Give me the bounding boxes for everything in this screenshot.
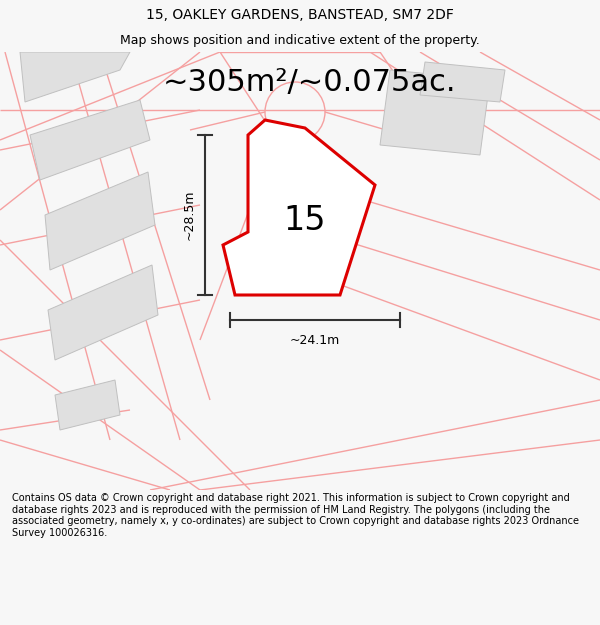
Polygon shape [420,62,505,102]
Polygon shape [380,70,490,155]
Text: Contains OS data © Crown copyright and database right 2021. This information is : Contains OS data © Crown copyright and d… [12,493,579,538]
Text: ~24.1m: ~24.1m [290,334,340,346]
Text: Map shows position and indicative extent of the property.: Map shows position and indicative extent… [120,34,480,47]
Polygon shape [45,172,155,270]
Text: 15, OAKLEY GARDENS, BANSTEAD, SM7 2DF: 15, OAKLEY GARDENS, BANSTEAD, SM7 2DF [146,8,454,21]
Text: ~28.5m: ~28.5m [182,190,196,240]
Polygon shape [265,185,310,230]
Polygon shape [55,380,120,430]
Polygon shape [48,265,158,360]
Text: 15: 15 [284,204,326,236]
Polygon shape [20,52,130,102]
Polygon shape [223,120,375,295]
Text: ~305m²/~0.075ac.: ~305m²/~0.075ac. [163,68,457,96]
Polygon shape [30,100,150,180]
